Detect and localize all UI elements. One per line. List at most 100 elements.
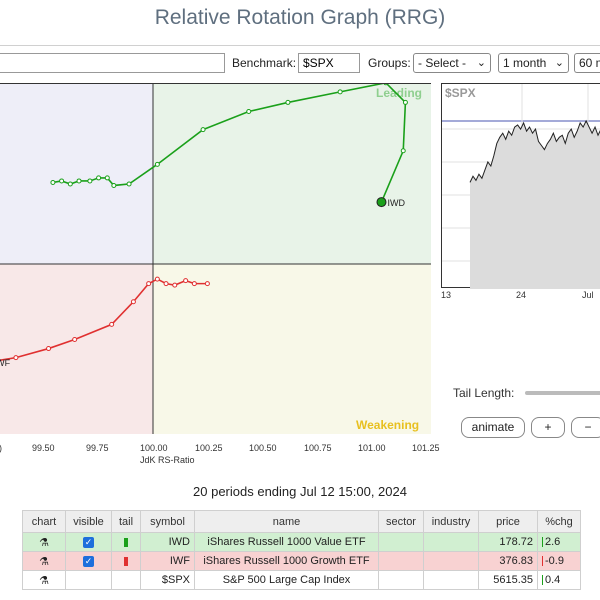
spx-area [470,120,600,289]
iwd-tail-point [400,148,406,154]
iwd-tail-point [154,161,160,167]
iwf-tail-point [46,346,52,352]
tail-cell [111,570,141,590]
x-tick-label: ) [0,443,2,453]
rrg-chart[interactable]: Leading Weakening IWD IWF [0,83,431,434]
iwd-tail-point [87,178,93,184]
name-cell: iShares Russell 1000 Growth ETF [194,551,379,571]
column-header-sector[interactable]: sector [378,510,424,533]
groups-select[interactable]: - Select - ⌄ [413,53,491,73]
x-tick-label: 101.25 [412,443,440,453]
x-tick-label: 99.75 [86,443,109,453]
tail-length-label: Tail Length: [453,386,515,400]
symbols-table: chart visible tail symbol name sector in… [22,510,581,590]
price-cell: 5615.35 [478,570,538,590]
sector-cell [378,570,424,590]
tail-color-swatch[interactable] [124,537,128,547]
chart-icon[interactable]: ⚗ [22,570,66,590]
industry-cell [423,551,479,571]
industry-cell [423,570,479,590]
iwd-tail-point [67,181,73,187]
x-axis-label: JdK RS-Ratio [140,455,195,465]
chart-icon[interactable]: ⚗ [22,532,66,552]
x-tick-label: 100.00 [140,443,168,453]
iwf-tail-point [163,281,169,287]
benchmark-label: Benchmark: [232,56,297,70]
tail-select-value: 60 m [579,56,600,70]
symbol-cell: IWD [140,532,195,552]
spx-tick-label: 24 [516,290,527,300]
iwd-tail-point [246,108,252,114]
chevron-down-icon: ⌄ [554,57,564,69]
iwd-tail-point [200,127,206,133]
iwd-tail-point [337,89,343,95]
groups-label: Groups: [368,56,411,70]
iwd-tail-point [104,175,110,181]
improving-quadrant [0,264,153,434]
iwf-tail-point [172,282,178,288]
tail-color-swatch[interactable] [124,556,128,566]
column-header-price[interactable]: price [478,510,538,533]
animate-button[interactable]: animate [461,417,525,438]
x-tick-label: 100.75 [304,443,332,453]
iwd-tail-point [111,182,117,188]
iwf-tail-point [204,281,210,287]
change-cell: -0.9 [545,555,564,567]
tail-length-slider[interactable] [525,391,600,395]
minus-button[interactable]: − [571,417,600,438]
chevron-down-icon: ⌄ [476,57,486,69]
spx-tick-label: 13 [441,290,452,300]
x-tick-label: 99.50 [32,443,55,453]
change-indicator [542,537,543,548]
title-divider [0,45,600,46]
weakening-quadrant-label: Weakening [356,418,419,432]
period-select-value: 1 month [503,56,547,70]
iwf-point-label: IWF [0,358,11,368]
column-header-tail[interactable]: tail [111,510,141,533]
name-cell: iShares Russell 1000 Value ETF [194,532,379,552]
chart-icon[interactable]: ⚗ [22,551,66,571]
spx-chart-label: $SPX [445,86,476,100]
spx-tick-label: Jul [582,290,594,300]
symbol-cell: $SPX [140,570,195,590]
column-header-name[interactable]: name [194,510,379,533]
leading-quadrant-label: Leading [376,86,422,100]
iwd-tail-point [50,179,56,185]
iwd-tail-point [383,84,389,86]
industry-cell [423,532,479,552]
groups-select-value: - Select - [418,56,467,70]
table-row: ⚗ ✓ IWF iShares Russell 1000 Growth ETF … [22,551,581,571]
iwd-tail-point [59,178,65,184]
name-cell: S&P 500 Large Cap Index [194,570,379,590]
visible-checkbox[interactable]: ✓ [83,555,94,567]
change-indicator [542,556,543,567]
column-header-industry[interactable]: industry [423,510,479,533]
symbol-input[interactable] [0,53,225,73]
table-row: ⚗ ✓ IWD iShares Russell 1000 Value ETF 1… [22,532,581,552]
iwd-tail-point [126,181,132,187]
column-header-visible[interactable]: visible [65,510,112,533]
price-cell: 178.72 [478,532,538,552]
change-indicator [542,575,543,586]
price-cell: 376.83 [478,551,538,571]
spx-plot: $SPX [442,84,600,289]
spx-chart: $SPX [441,83,600,289]
lagging-quadrant [0,84,153,264]
benchmark-input[interactable] [298,53,360,73]
iwf-tail-point [183,278,189,284]
column-header-chg[interactable]: %chg [537,510,581,533]
iwf-tail-point [146,281,152,287]
sector-cell [378,532,424,552]
column-header-symbol[interactable]: symbol [140,510,195,533]
iwf-tail-point [72,337,78,342]
tail-select[interactable]: 60 m [574,53,600,73]
change-cell: 0.4 [545,574,561,586]
x-tick-label: 100.50 [249,443,277,453]
visible-checkbox[interactable]: ✓ [83,536,94,548]
iwd-head-point [376,197,387,208]
periods-caption: 20 periods ending Jul 12 15:00, 2024 [193,484,407,499]
column-header-chart[interactable]: chart [22,510,66,533]
period-select[interactable]: 1 month ⌄ [498,53,569,73]
table-row: ⚗ $SPX S&P 500 Large Cap Index 5615.35 0… [22,570,581,590]
plus-button[interactable]: + [531,417,565,438]
